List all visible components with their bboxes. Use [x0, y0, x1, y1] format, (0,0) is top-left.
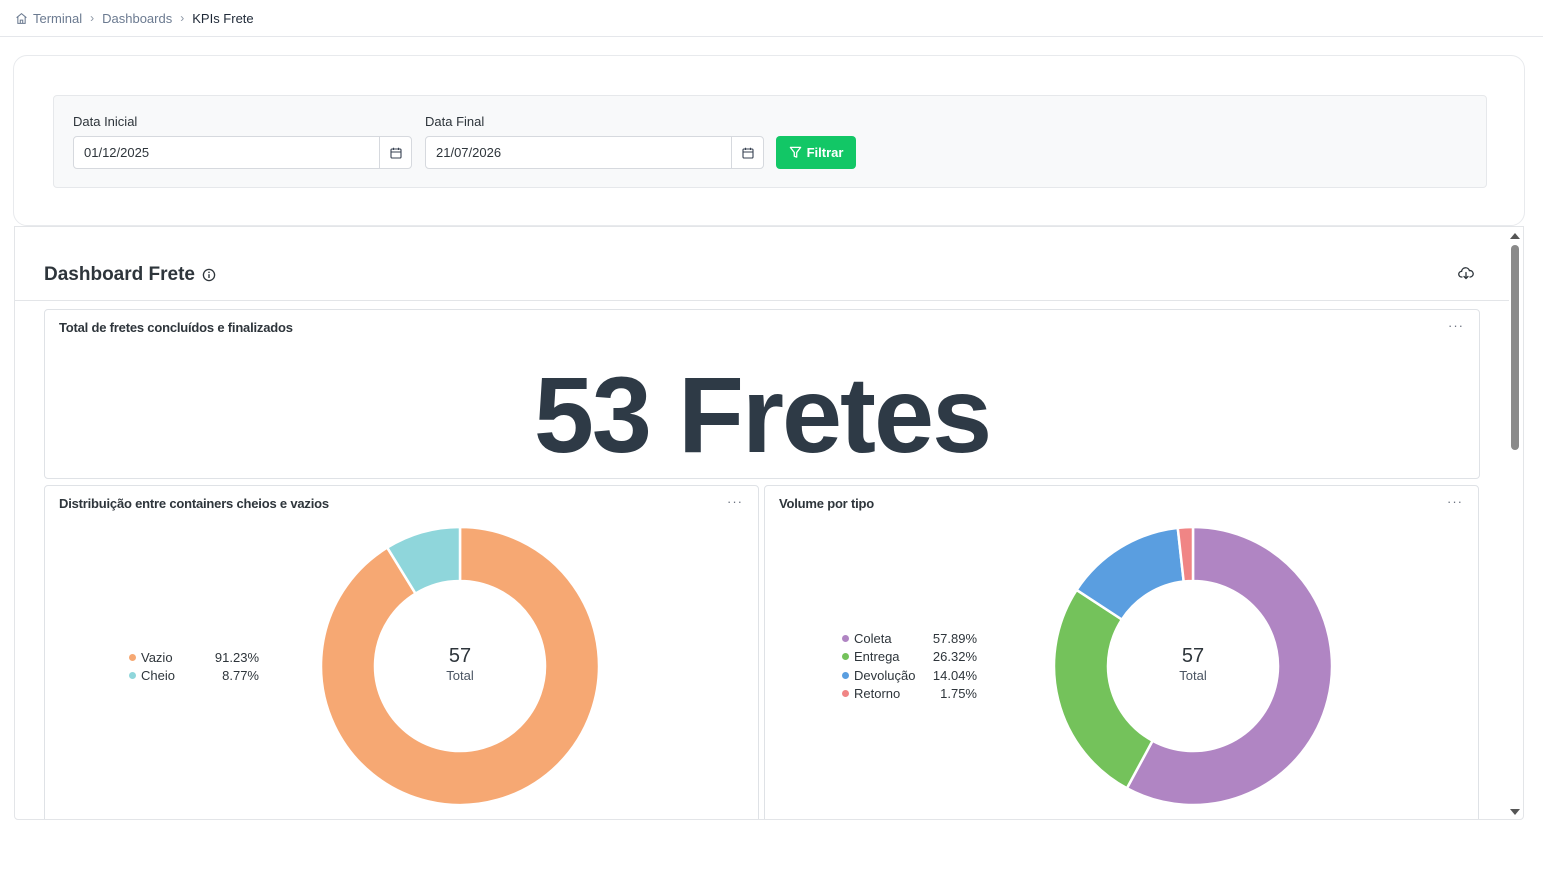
legend-item[interactable]: Devolução 14.04% — [842, 666, 977, 685]
donut-chart — [1052, 525, 1334, 807]
legend-label: Entrega — [854, 649, 900, 665]
donut-slice-coleta[interactable] — [1125, 525, 1334, 807]
donut-slice-vazio[interactable] — [319, 525, 601, 807]
chevron-right-icon: › — [180, 11, 185, 25]
dashboard-header: Dashboard Frete — [15, 227, 1509, 301]
cloud-download-icon[interactable] — [1458, 266, 1474, 280]
donut-slice-cheio[interactable] — [385, 525, 462, 596]
calendar-icon[interactable] — [379, 137, 411, 168]
legend-item[interactable]: Entrega 26.32% — [842, 648, 977, 667]
donut-total-value: 57 — [448, 645, 472, 667]
end-date-label: Data Final — [425, 114, 485, 129]
legend-item[interactable]: Cheio 8.77% — [129, 667, 259, 686]
home-icon — [16, 12, 27, 24]
dashboard-title: Dashboard Frete — [44, 264, 216, 286]
scroll-down-arrow[interactable] — [1510, 809, 1520, 815]
dashboard-title-text: Dashboard Frete — [44, 264, 195, 285]
scroll-up-arrow[interactable] — [1510, 233, 1520, 239]
breadcrumb-current: KPIs Frete — [192, 10, 254, 26]
legend-value: 91.23% — [214, 649, 259, 665]
dashboard-panel: Dashboard Frete Total de fretes concluíd… — [14, 226, 1524, 820]
more-options-icon[interactable]: ··· — [727, 494, 743, 509]
legend-label: Vazio — [141, 649, 173, 665]
kpi-title: Total de fretes concluídos e finalizados — [59, 320, 293, 335]
filter-button[interactable]: Filtrar — [776, 136, 856, 169]
legend-item[interactable]: Coleta 57.89% — [842, 629, 977, 648]
legend-dot — [842, 634, 849, 642]
legend-value: 14.04% — [932, 667, 977, 683]
start-date-field: Data Inicial 01/12/2025 — [73, 114, 412, 169]
containers-chart-card: Distribuição entre containers cheios e v… — [44, 485, 759, 819]
legend-dot — [129, 672, 136, 680]
breadcrumb-label: Terminal — [33, 10, 83, 26]
filter-panel: Data Inicial 01/12/2025 Data Final 21/07… — [53, 95, 1487, 188]
breadcrumb: Terminal › Dashboards › KPIs Frete — [0, 0, 1543, 37]
scrollbar-thumb[interactable] — [1511, 245, 1519, 450]
start-date-label: Data Inicial — [73, 114, 138, 129]
legend-value: 26.32% — [932, 649, 977, 665]
kpi-value: 53 Fretes — [533, 354, 992, 475]
legend-dot — [129, 653, 136, 661]
donut-slice-retorno[interactable] — [1176, 525, 1195, 583]
legend-dot — [842, 671, 849, 679]
legend-value: 8.77% — [222, 668, 259, 684]
legend-value: 1.75% — [940, 686, 977, 702]
volume-chart-card: Volume por tipo ··· Coleta 57.89% Entreg… — [764, 485, 1479, 819]
filter-card: Data Inicial 01/12/2025 Data Final 21/07… — [13, 55, 1525, 226]
chart-legend: Vazio 91.23% Cheio 8.77% — [129, 648, 259, 685]
filter-button-label: Filtrar — [806, 145, 844, 160]
more-options-icon[interactable]: ··· — [1448, 318, 1464, 333]
start-date-input[interactable]: 01/12/2025 — [73, 136, 412, 169]
legend-value: 57.89% — [932, 630, 977, 646]
legend-label: Cheio — [141, 668, 175, 684]
info-icon[interactable] — [202, 268, 216, 282]
legend-label: Retorno — [854, 686, 901, 702]
legend-dot — [842, 690, 849, 698]
legend-item[interactable]: Vazio 91.23% — [129, 648, 259, 667]
donut-chart — [319, 525, 601, 807]
donut-total-value: 57 — [1181, 645, 1205, 667]
chart-legend: Coleta 57.89% Entrega 26.32% Devolução 1… — [842, 629, 977, 703]
donut-total-label: Total — [1179, 668, 1207, 683]
breadcrumb-terminal[interactable]: Terminal — [15, 11, 82, 26]
chevron-right-icon: › — [90, 11, 95, 25]
legend-label: Coleta — [854, 630, 892, 646]
donut-total-label: Total — [446, 668, 474, 683]
donut-center: 57 Total — [400, 645, 520, 683]
more-options-icon[interactable]: ··· — [1447, 494, 1463, 509]
legend-dot — [842, 653, 849, 661]
donut-center: 57 Total — [1133, 645, 1253, 683]
calendar-icon[interactable] — [731, 137, 763, 168]
legend-item[interactable]: Retorno 1.75% — [842, 685, 977, 704]
scrollbar[interactable] — [1507, 227, 1523, 819]
start-date-value[interactable]: 01/12/2025 — [84, 145, 150, 160]
legend-label: Devolução — [854, 667, 916, 683]
chart-title: Volume por tipo — [779, 496, 874, 511]
chart-title: Distribuição entre containers cheios e v… — [59, 496, 329, 511]
end-date-value[interactable]: 21/07/2026 — [436, 145, 502, 160]
kpi-card: Total de fretes concluídos e finalizados… — [44, 309, 1480, 479]
breadcrumb-dashboards[interactable]: Dashboards — [102, 10, 173, 26]
filter-icon — [789, 146, 801, 158]
donut-slice-entrega[interactable] — [1052, 588, 1155, 790]
end-date-field: Data Final 21/07/2026 — [425, 114, 764, 169]
end-date-input[interactable]: 21/07/2026 — [425, 136, 764, 169]
